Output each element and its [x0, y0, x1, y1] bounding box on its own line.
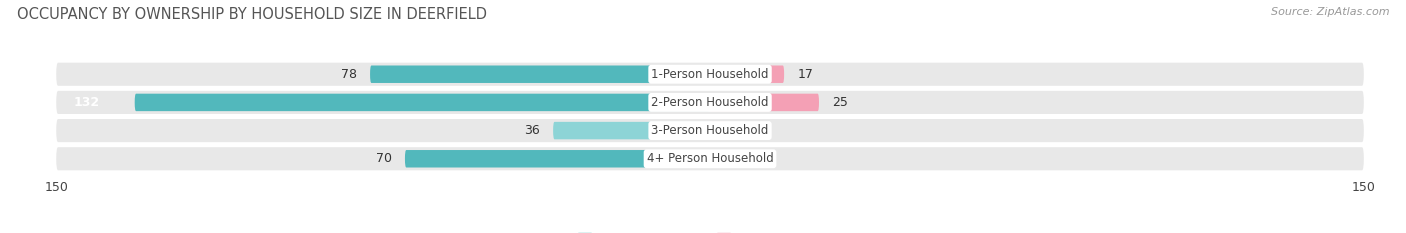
FancyBboxPatch shape — [56, 63, 1364, 86]
Text: 70: 70 — [375, 152, 392, 165]
Text: 25: 25 — [832, 96, 848, 109]
FancyBboxPatch shape — [135, 94, 710, 111]
Text: OCCUPANCY BY OWNERSHIP BY HOUSEHOLD SIZE IN DEERFIELD: OCCUPANCY BY OWNERSHIP BY HOUSEHOLD SIZE… — [17, 7, 486, 22]
Text: 2-Person Household: 2-Person Household — [651, 96, 769, 109]
FancyBboxPatch shape — [56, 119, 1364, 142]
Text: 2: 2 — [731, 152, 740, 165]
FancyBboxPatch shape — [710, 94, 818, 111]
FancyBboxPatch shape — [370, 65, 710, 83]
FancyBboxPatch shape — [405, 150, 710, 168]
Text: 132: 132 — [73, 96, 100, 109]
Text: 36: 36 — [524, 124, 540, 137]
Text: 1-Person Household: 1-Person Household — [651, 68, 769, 81]
FancyBboxPatch shape — [56, 147, 1364, 170]
Text: 4+ Person Household: 4+ Person Household — [647, 152, 773, 165]
Text: Source: ZipAtlas.com: Source: ZipAtlas.com — [1271, 7, 1389, 17]
FancyBboxPatch shape — [710, 150, 718, 168]
FancyBboxPatch shape — [56, 91, 1364, 114]
FancyBboxPatch shape — [710, 122, 727, 139]
Text: 78: 78 — [342, 68, 357, 81]
Text: 17: 17 — [797, 68, 813, 81]
FancyBboxPatch shape — [710, 65, 785, 83]
FancyBboxPatch shape — [553, 122, 710, 139]
Text: 4: 4 — [741, 124, 748, 137]
Text: 3-Person Household: 3-Person Household — [651, 124, 769, 137]
